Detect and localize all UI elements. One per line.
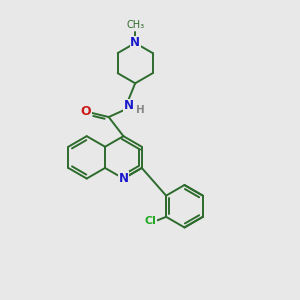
Text: Cl: Cl [145, 216, 156, 226]
Text: H: H [136, 105, 145, 115]
Text: O: O [81, 105, 91, 118]
Text: CH₃: CH₃ [126, 20, 144, 30]
Text: N: N [130, 37, 140, 50]
Text: N: N [118, 172, 128, 185]
Text: N: N [123, 99, 134, 112]
